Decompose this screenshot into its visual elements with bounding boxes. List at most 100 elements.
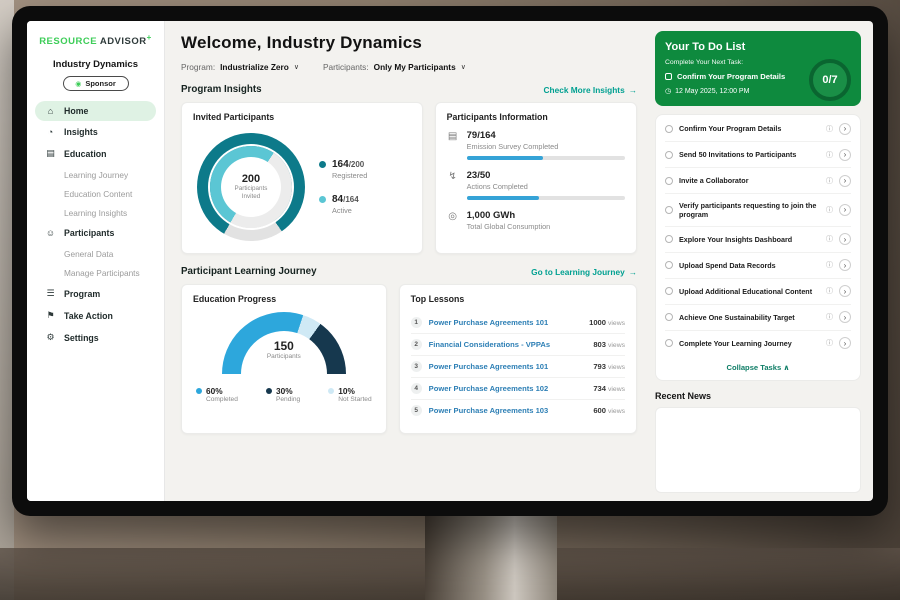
task-chevron-icon[interactable]: ›	[839, 122, 851, 135]
sidebar-item-general-data[interactable]: General Data	[64, 248, 114, 259]
task-chevron-icon[interactable]: ›	[839, 337, 851, 350]
task-checkbox[interactable]	[665, 176, 673, 185]
participants-selector[interactable]: Participants: Only My Participants ∨	[323, 62, 466, 72]
consumption-value: 1,000 GWh	[466, 210, 516, 221]
next-task-checkbox[interactable]	[665, 73, 672, 80]
participants-selector-label: Participants:	[322, 62, 369, 72]
invited-participants-card: Invited Participants 200 Participants In…	[181, 102, 423, 254]
consumption-icon: ◎	[448, 211, 457, 222]
sidebar-item-education-content[interactable]: Education Content	[64, 188, 133, 199]
learning-journey-cards: Education Progress 150 Participants 60%	[181, 284, 637, 434]
task-checkbox[interactable]	[665, 235, 673, 244]
next-task-label: Confirm Your Program Details	[677, 72, 786, 81]
sidebar-item-learning-insights[interactable]: Learning Insights	[64, 207, 128, 218]
lesson-row: 5 Power Purchase Agreements 103 600 views	[410, 400, 625, 421]
education-center-label: Participants	[266, 353, 301, 360]
task-chevron-icon[interactable]: ›	[839, 148, 851, 161]
program-selector[interactable]: Program: Industrialize Zero ∨	[181, 62, 299, 72]
todo-progress-badge: 0/7	[809, 59, 851, 101]
sidebar-item-learning-journey[interactable]: Learning Journey	[64, 169, 129, 180]
task-chevron-icon[interactable]: ›	[839, 203, 851, 216]
task-row-invite-collaborator[interactable]: Invite a Collaborator ⓘ ›	[665, 168, 851, 194]
education-legend: 60% Completed 30% Pending	[193, 386, 375, 403]
lesson-rank: 3	[410, 361, 422, 372]
task-row-confirm-program[interactable]: Confirm Your Program Details ⓘ ›	[665, 116, 851, 142]
task-checkbox[interactable]	[665, 150, 673, 159]
task-chevron-icon[interactable]: ›	[839, 259, 851, 272]
task-row-explore-insights[interactable]: Explore Your Insights Dashboard ⓘ ›	[665, 227, 851, 253]
registered-value: 164	[332, 159, 349, 170]
info-icon: ⓘ	[826, 177, 833, 185]
emission-survey-progress-fill	[466, 156, 543, 160]
sidebar-item-insights[interactable]: ◔ Insights	[35, 122, 156, 142]
participants-information-card: Participants Information ▤ 79/164 Emissi…	[434, 102, 637, 254]
task-row-complete-learning-journey[interactable]: Complete Your Learning Journey ⓘ ›	[665, 331, 851, 356]
collapse-tasks-link[interactable]: Collapse Tasks ∧	[665, 356, 851, 377]
sidebar-item-education[interactable]: ▤ Education	[35, 143, 156, 164]
task-checkbox[interactable]	[665, 313, 673, 322]
lesson-rank: 4	[410, 383, 422, 394]
sponsor-badge[interactable]: ◉ Sponsor	[62, 76, 129, 92]
lesson-link[interactable]: Financial Considerations - VPPAs	[428, 340, 551, 349]
lesson-link[interactable]: Power Purchase Agreements 103	[428, 406, 549, 415]
not-started-value: 10%	[338, 386, 355, 396]
logo-word-resource: RESOURCE	[39, 36, 98, 48]
completed-dot	[196, 388, 202, 394]
go-to-learning-journey-link[interactable]: Go to Learning Journey →	[531, 267, 637, 277]
task-row-verify-participants[interactable]: Verify participants requesting to join t…	[665, 194, 851, 227]
task-row-achieve-target[interactable]: Achieve One Sustainability Target ⓘ ›	[665, 305, 851, 331]
actions-completed-label: Actions Completed	[466, 182, 528, 191]
task-checkbox[interactable]	[665, 287, 673, 296]
task-checkbox[interactable]	[665, 124, 673, 133]
sidebar-item-home[interactable]: ⌂ Home	[35, 101, 156, 122]
task-chevron-icon[interactable]: ›	[839, 311, 851, 324]
todo-panel: Your To Do List Complete Your Next Task:…	[649, 21, 873, 501]
task-chevron-icon[interactable]: ›	[839, 174, 851, 187]
info-icon: ⓘ	[826, 206, 833, 214]
sidebar-item-manage-participants[interactable]: Manage Participants	[64, 267, 140, 278]
task-row-upload-educational-content[interactable]: Upload Additional Educational Content ⓘ …	[665, 279, 851, 305]
sidebar-item-label: Home	[64, 106, 89, 117]
sidebar-item-program[interactable]: ☰ Program	[35, 283, 156, 304]
task-checkbox[interactable]	[665, 261, 673, 270]
sidebar-item-take-action[interactable]: ⚑ Take Action	[35, 305, 156, 326]
app-window: RESOURCE ADVISOR+ Industry Dynamics ◉ Sp…	[27, 21, 873, 501]
lesson-views-suffix: views	[608, 408, 625, 415]
page-title: Welcome, Industry Dynamics	[181, 33, 423, 52]
program-insights-header: Program Insights Check More Insights →	[181, 84, 637, 95]
sidebar-item-label: Insights	[64, 127, 98, 138]
task-row-upload-spend-data[interactable]: Upload Spend Data Records ⓘ ›	[665, 253, 851, 279]
actions-progress-fill	[466, 196, 540, 200]
registered-of: /200	[348, 160, 365, 169]
task-label: Invite a Collaborator	[679, 175, 749, 185]
task-label: Complete Your Learning Journey	[679, 338, 792, 348]
lesson-link[interactable]: Power Purchase Agreements 101	[428, 362, 549, 371]
education-icon: ▤	[46, 148, 55, 159]
education-center-value: 150	[273, 339, 294, 353]
lesson-views-suffix: views	[608, 364, 625, 371]
check-more-insights-link[interactable]: Check More Insights →	[544, 85, 637, 95]
invited-legend: 164/200 Registered 84/164 Active	[319, 159, 367, 215]
task-checkbox[interactable]	[665, 339, 673, 348]
sidebar-item-participants[interactable]: ☺ Participants	[35, 223, 156, 243]
monitor-stand	[425, 516, 557, 600]
task-label: Confirm Your Program Details	[679, 123, 782, 133]
task-row-send-invitations[interactable]: Send 50 Invitations to Participants ⓘ ›	[665, 142, 851, 168]
task-checkbox[interactable]	[665, 205, 673, 214]
home-icon: ⌂	[47, 106, 54, 117]
program-insights-title: Program Insights	[181, 84, 262, 95]
task-chevron-icon[interactable]: ›	[839, 233, 851, 246]
background-light-strip	[0, 0, 14, 600]
active-label: Active	[332, 206, 352, 215]
sidebar-item-settings[interactable]: ⚙ Settings	[35, 327, 156, 348]
lesson-link[interactable]: Power Purchase Agreements 101	[428, 318, 549, 327]
actions-completed-value: 23/50	[466, 170, 491, 181]
task-chevron-icon[interactable]: ›	[839, 285, 851, 298]
education-progress-card: Education Progress 150 Participants 60%	[181, 284, 387, 434]
lesson-views: 793	[593, 362, 606, 371]
task-label: Upload Additional Educational Content	[679, 286, 813, 296]
lesson-row: 3 Power Purchase Agreements 101 793 views	[410, 356, 625, 378]
todo-title: Your To Do List	[665, 41, 746, 53]
todo-next-task[interactable]: Confirm Your Program Details	[665, 72, 797, 81]
lesson-link[interactable]: Power Purchase Agreements 102	[428, 384, 549, 393]
